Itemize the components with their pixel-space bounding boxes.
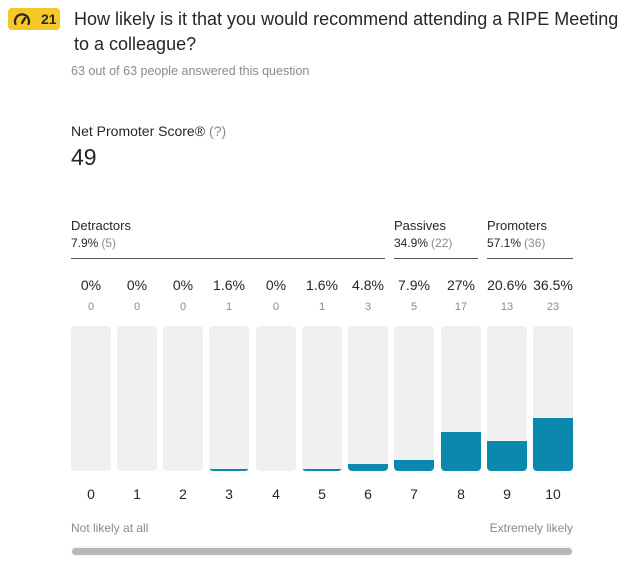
column-bar-fill (302, 468, 342, 471)
column-count: 13 (500, 301, 514, 313)
column-percent: 36.5% (533, 277, 573, 293)
column-percent: 7.9% (398, 277, 430, 293)
group-promoters-label: Promoters (487, 218, 547, 233)
column-bar-fill (394, 459, 434, 471)
column-percent: 27% (446, 277, 476, 293)
column-score: 8 (457, 486, 465, 502)
group-promoters-count: (36) (524, 236, 546, 250)
column-bar (256, 326, 296, 471)
column-count: 1 (318, 301, 326, 313)
column-percent: 1.6% (306, 277, 338, 293)
column-score: 6 (364, 486, 372, 502)
column-bar-fill (348, 464, 388, 471)
column-score: 9 (503, 486, 511, 502)
column-count: 17 (454, 301, 468, 313)
column-score: 3 (225, 486, 233, 502)
question-title: How likely is it that you would recommen… (74, 9, 619, 54)
scale-high-label: Extremely likely (489, 521, 573, 535)
column-score: 10 (545, 486, 561, 502)
column-bar-fill (209, 468, 249, 471)
column-bar (302, 326, 342, 471)
column-count: 0 (179, 301, 187, 313)
gauge-icon (13, 12, 31, 26)
group-detractors-percent: 7.9% (71, 236, 99, 250)
column-score: 5 (318, 486, 326, 502)
column-count: 23 (546, 301, 560, 313)
group-passives-percent: 34.9% (394, 236, 429, 250)
group-passives-divider (394, 258, 478, 259)
nps-label: Net Promoter Score® (71, 123, 206, 139)
column-bar (348, 326, 388, 471)
question-number: 21 (41, 11, 57, 27)
column-count: 3 (364, 301, 372, 313)
nps-help-link[interactable]: (?) (209, 123, 227, 139)
column-score: 2 (179, 486, 187, 502)
group-promoters-divider (487, 258, 573, 259)
column-percent: 0% (80, 277, 102, 293)
answered-count: 63 out of 63 people answered this questi… (71, 64, 310, 78)
column-bar-fill (487, 441, 527, 471)
column-bar (209, 326, 249, 471)
question-number-badge: 21 (8, 8, 60, 30)
scale-low-label: Not likely at all (71, 521, 149, 535)
column-bar-fill (441, 431, 481, 471)
column-count: 1 (225, 301, 233, 313)
column-bar (487, 326, 527, 471)
column-percent: 4.8% (352, 277, 384, 293)
horizontal-scrollbar[interactable] (71, 546, 573, 556)
column-count: 0 (133, 301, 141, 313)
group-detractors-stat: 7.9% (5) (71, 236, 116, 250)
column-bar (71, 326, 111, 471)
column-bar (163, 326, 203, 471)
column-score: 0 (87, 486, 95, 502)
column-percent: 1.6% (213, 277, 245, 293)
column-bar (533, 326, 573, 471)
column-percent: 0% (265, 277, 287, 293)
column-score: 7 (410, 486, 418, 502)
column-percent: 0% (172, 277, 194, 293)
group-promoters-stat: 57.1% (36) (487, 236, 545, 250)
group-passives-stat: 34.9% (22) (394, 236, 452, 250)
column-count: 0 (272, 301, 280, 313)
column-bar (394, 326, 434, 471)
nps-value: 49 (71, 144, 97, 170)
column-count: 0 (87, 301, 95, 313)
column-percent: 0% (126, 277, 148, 293)
group-detractors-count: (5) (101, 236, 117, 250)
nps-heading: Net Promoter Score® (?) (71, 123, 226, 139)
column-bar-fill (533, 418, 573, 471)
group-passives-label: Passives (394, 218, 447, 233)
column-percent: 20.6% (487, 277, 527, 293)
group-detractors-divider (71, 258, 385, 259)
column-count: 5 (410, 301, 418, 313)
column-score: 4 (272, 486, 280, 502)
column-score: 1 (133, 486, 141, 502)
column-bar (441, 326, 481, 471)
group-detractors-label: Detractors (71, 218, 131, 233)
group-passives-count: (22) (431, 236, 453, 250)
scrollbar-thumb[interactable] (72, 548, 572, 555)
column-bar (117, 326, 157, 471)
group-promoters-percent: 57.1% (487, 236, 522, 250)
